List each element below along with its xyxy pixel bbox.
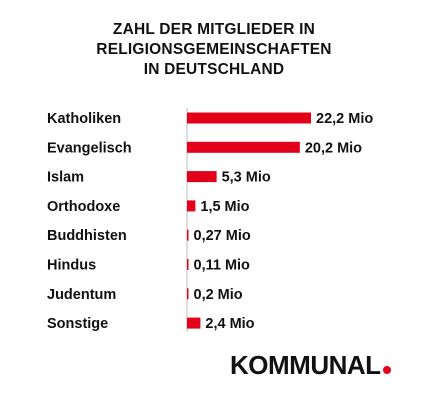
- value-label: 20,2 Mio: [305, 140, 362, 156]
- category-label: Katholiken: [47, 111, 121, 127]
- value-label: 5,3 Mio: [222, 170, 271, 186]
- value-label: 0,11 Mio: [194, 258, 251, 274]
- category-label: Evangelisch: [47, 140, 132, 156]
- bar: [187, 259, 189, 270]
- category-label: Hindus: [47, 258, 96, 274]
- logo-dot-icon: [382, 366, 391, 374]
- category-label: Orthodoxe: [47, 199, 120, 215]
- chart-title-line-1: ZAHL DER MITGLIEDER IN: [112, 21, 316, 38]
- chart-title-line-2: RELIGIONSGEMEINSCHAFTEN: [96, 41, 332, 58]
- value-label: 0,2 Mio: [194, 287, 243, 303]
- bar: [187, 317, 201, 329]
- category-label: Sonstige: [47, 316, 108, 332]
- bar: [187, 288, 189, 300]
- kommunal-logo: KOMMUNAL: [230, 350, 391, 380]
- value-label: 2,4 Mio: [205, 316, 254, 332]
- chart-title-line-3: IN DEUTSCHLAND: [143, 61, 285, 78]
- logo-text: KOMMUNAL: [230, 350, 381, 380]
- category-label: Islam: [47, 170, 84, 186]
- bar: [187, 200, 196, 212]
- category-label: Judentum: [47, 287, 116, 303]
- bar: [187, 112, 311, 124]
- bar: [187, 141, 300, 153]
- value-label: 1,5 Mio: [200, 199, 249, 215]
- bar: [187, 171, 217, 183]
- bar: [187, 229, 189, 241]
- value-label: 22,2 Mio: [316, 111, 373, 127]
- value-label: 0,27 Mio: [194, 228, 251, 244]
- category-label: Buddhisten: [47, 228, 127, 244]
- chart-title: ZAHL DER MITGLIEDER IN RELIGIONSGEMEINSC…: [0, 20, 428, 80]
